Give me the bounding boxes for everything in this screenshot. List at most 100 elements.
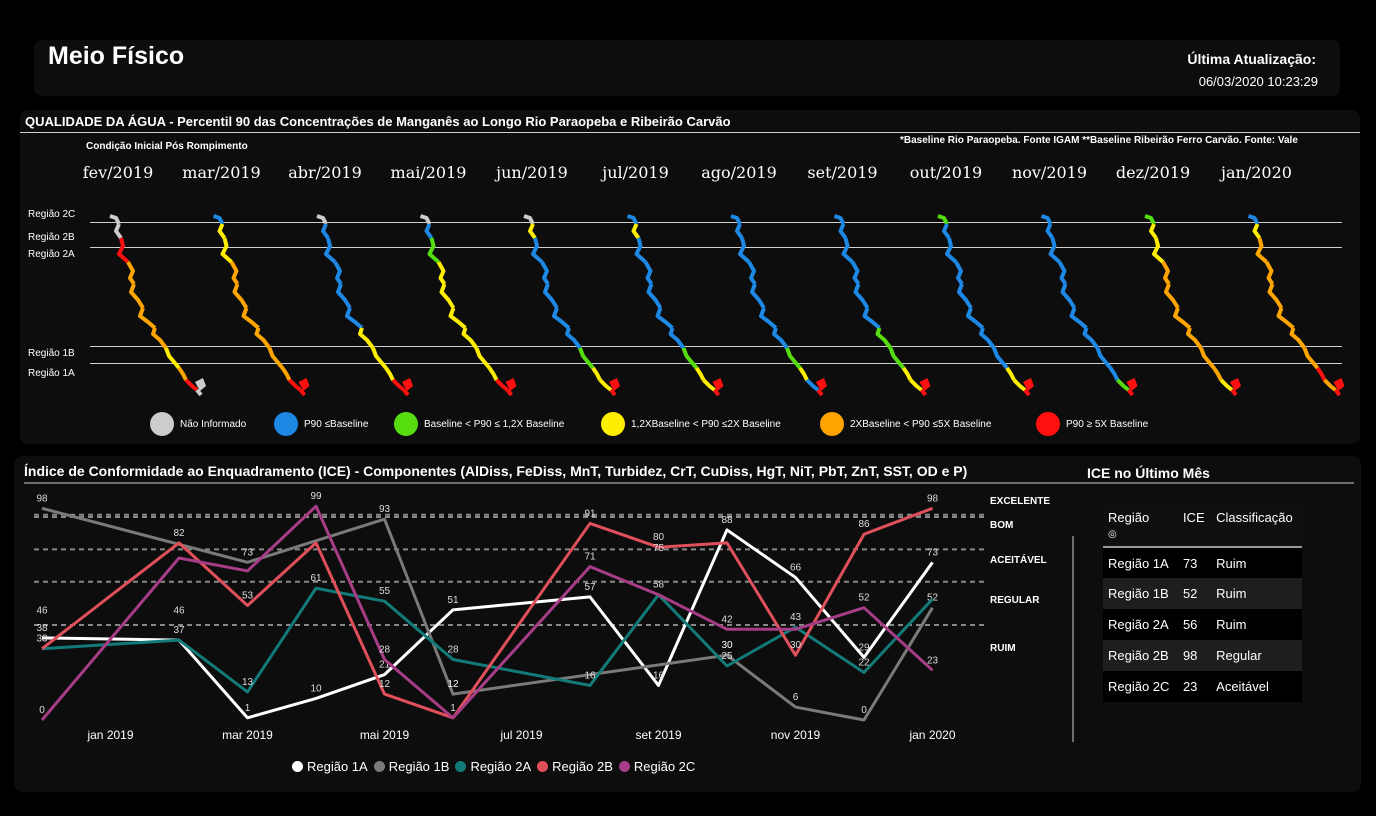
river-segment: [345, 307, 364, 330]
river-segment: [738, 237, 751, 264]
data-label: 25: [721, 651, 733, 662]
x-tick-label: mar 2019: [222, 728, 273, 742]
col-header-region[interactable]: Região ◎: [1103, 504, 1178, 548]
region-divider-2c: [90, 222, 1342, 223]
month-label: out/2019: [909, 163, 983, 182]
month-label: set/2019: [807, 163, 878, 182]
legend-dot-1b: [373, 761, 385, 772]
river-segment: [578, 347, 595, 370]
legend-region-2c[interactable]: Região 2C: [618, 759, 695, 774]
data-label: 37: [173, 625, 185, 636]
data-label: 1: [450, 703, 456, 714]
title-divider: [20, 132, 1360, 133]
data-label: 46: [173, 606, 185, 617]
river-segment: [816, 388, 824, 397]
legend-dot-2a: [455, 761, 467, 772]
river-segment: [1057, 261, 1068, 286]
river-segment: [439, 283, 456, 310]
data-label: 22: [858, 657, 870, 668]
river-segment: [945, 237, 958, 264]
cell-ice: 23: [1177, 671, 1212, 702]
x-tick-label: set 2019: [635, 728, 681, 742]
x-tick-label: jan 2020: [908, 728, 955, 742]
river-segment: [862, 307, 881, 330]
river-segment: [1126, 388, 1135, 397]
data-label: 91: [584, 508, 596, 519]
month-label: jun/2019: [496, 163, 568, 182]
table-row: Região 2C 23 Aceitável: [1103, 671, 1302, 702]
river-segment: [626, 214, 639, 225]
data-label: 30: [721, 640, 733, 651]
river-segment: [888, 347, 906, 370]
col-header-ice[interactable]: ICE: [1177, 504, 1212, 548]
river-segment: [1164, 283, 1180, 310]
ice-chart-title: Índice de Conformidade ao Enquadramento …: [24, 463, 968, 479]
tributary-shape: [816, 378, 827, 391]
river-segment: [1264, 261, 1275, 286]
legend-region-2b[interactable]: Região 2B: [537, 759, 613, 774]
series-line[interactable]: [41, 506, 934, 720]
river-segment: [109, 214, 121, 225]
month-label: nov/2019: [1011, 163, 1088, 182]
data-label: 12: [447, 679, 459, 690]
river-segment: [402, 388, 410, 397]
data-label: 1: [245, 703, 251, 714]
table-row: Região 2B 98 Regular: [1103, 640, 1302, 671]
legend-region-1b[interactable]: Região 1B: [373, 759, 449, 774]
legend-region-2a[interactable]: Região 2A: [455, 759, 531, 774]
river-segment: [138, 307, 157, 330]
river-segment: [543, 283, 559, 310]
river-segment: [333, 261, 343, 286]
series-line[interactable]: [40, 504, 934, 721]
river-segment: [1045, 223, 1055, 240]
river-segment: [298, 388, 307, 397]
river-segment: [772, 327, 789, 350]
river-segment: [735, 223, 744, 240]
river-segment: [805, 378, 820, 392]
initial-condition-label: Condição Inicial Pós Rompimento: [86, 141, 248, 152]
river-segment: [1005, 366, 1016, 381]
river-segment: [730, 214, 742, 225]
river-segment: [528, 223, 537, 240]
series-line[interactable]: [41, 528, 934, 720]
river-segment: [1023, 388, 1031, 397]
tributary-shape: [402, 378, 413, 391]
river-map: [937, 214, 1034, 397]
data-label: 28: [447, 645, 459, 656]
data-label: 12: [447, 679, 459, 690]
river-segment: [712, 388, 721, 397]
data-label: 51: [447, 595, 459, 606]
river-segment: [1302, 347, 1320, 370]
sort-icon: ◎: [1108, 529, 1117, 540]
data-label: 6: [793, 692, 799, 703]
river-segment: [785, 347, 802, 370]
river-segment: [937, 214, 949, 225]
legend-swatch-gray: [150, 412, 174, 436]
ice-table-header: Região ◎ ICE Classificação: [1103, 504, 1302, 548]
data-label: 52: [858, 593, 870, 604]
region-divider-1b: [90, 363, 1342, 364]
river-segment: [177, 366, 188, 381]
table-row: Região 1B 52 Ruim: [1103, 578, 1302, 609]
page-title: Meio Físico: [48, 42, 185, 70]
river-segment: [694, 366, 706, 381]
threshold-label: ACEITÁVEL: [990, 553, 1047, 566]
tributary-shape: [505, 378, 517, 391]
river-segment: [1144, 214, 1156, 225]
river-segment: [117, 237, 130, 264]
legend-item-5x: 2XBaseline < P90 ≤5X Baseline: [820, 412, 991, 436]
river-segment: [474, 347, 492, 370]
baseline-note: *Baseline Rio Paraopeba. Fonte IGAM **Ba…: [900, 135, 1298, 146]
legend-region-1a[interactable]: Região 1A: [292, 759, 368, 774]
ice-line-chart: EXCELENTE BOM ACEITÁVEL REGULAR RUIM jan 2019…: [24, 482, 1354, 742]
col-header-classification[interactable]: Classificação: [1211, 504, 1302, 548]
cell-ice: 56: [1177, 609, 1212, 640]
river-segment: [646, 283, 663, 310]
river-segment: [212, 214, 225, 225]
data-label: 80: [653, 532, 665, 543]
series-line[interactable]: [41, 506, 934, 722]
tributary-shape: [195, 378, 206, 391]
region-divider-2a: [90, 346, 1342, 347]
river-map: [1247, 214, 1345, 397]
tributary-shape: [1023, 378, 1034, 391]
